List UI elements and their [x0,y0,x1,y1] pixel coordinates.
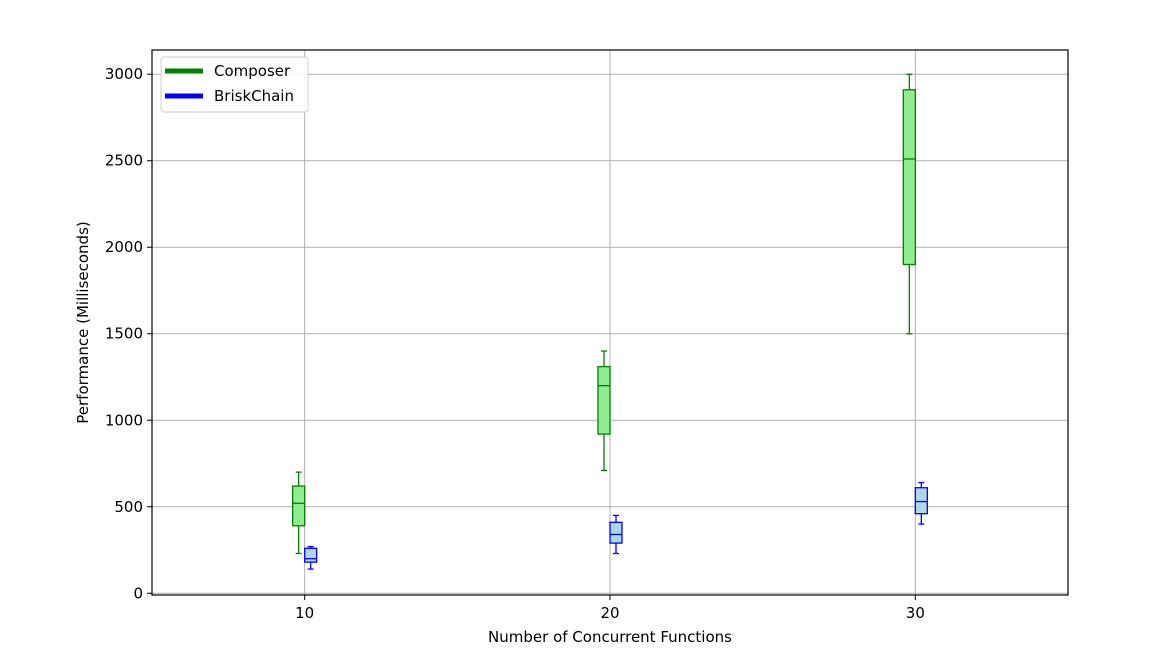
box-composer-30 [902,73,916,335]
box-iqr [902,89,916,266]
y-axis-label: Performance (Milliseconds) [74,221,92,423]
box-briskchain-20 [609,514,623,555]
y-tick-label: 1500 [105,325,143,343]
box-briskchain-10 [304,545,318,570]
legend-label-composer: Composer [214,62,291,80]
grid [152,50,1068,595]
box-plots [292,73,928,570]
y-tick-label: 500 [114,498,143,516]
y-axis-ticks: 0 500 1000 1500 2000 2500 3000 [105,65,152,602]
box-briskchain-30 [914,481,928,525]
x-tick-label: 10 [295,604,314,622]
box-iqr [304,547,318,563]
y-tick-label: 0 [133,584,143,602]
box-composer-20 [597,350,611,472]
legend: Composer BriskChain [160,56,309,113]
x-axis-label: Number of Concurrent Functions [488,628,732,646]
legend-label-briskchain: BriskChain [214,87,294,105]
y-tick-label: 2500 [105,152,143,170]
x-axis-ticks: 10 20 30 [295,595,925,622]
x-tick-label: 30 [906,604,925,622]
box-iqr [292,485,306,527]
y-tick-label: 3000 [105,65,143,83]
x-tick-label: 20 [600,604,619,622]
y-tick-label: 2000 [105,238,143,256]
box-iqr [914,487,928,515]
box-iqr [609,521,623,544]
box-iqr [597,365,611,435]
box-composer-10 [292,471,306,555]
y-tick-label: 1000 [105,411,143,429]
